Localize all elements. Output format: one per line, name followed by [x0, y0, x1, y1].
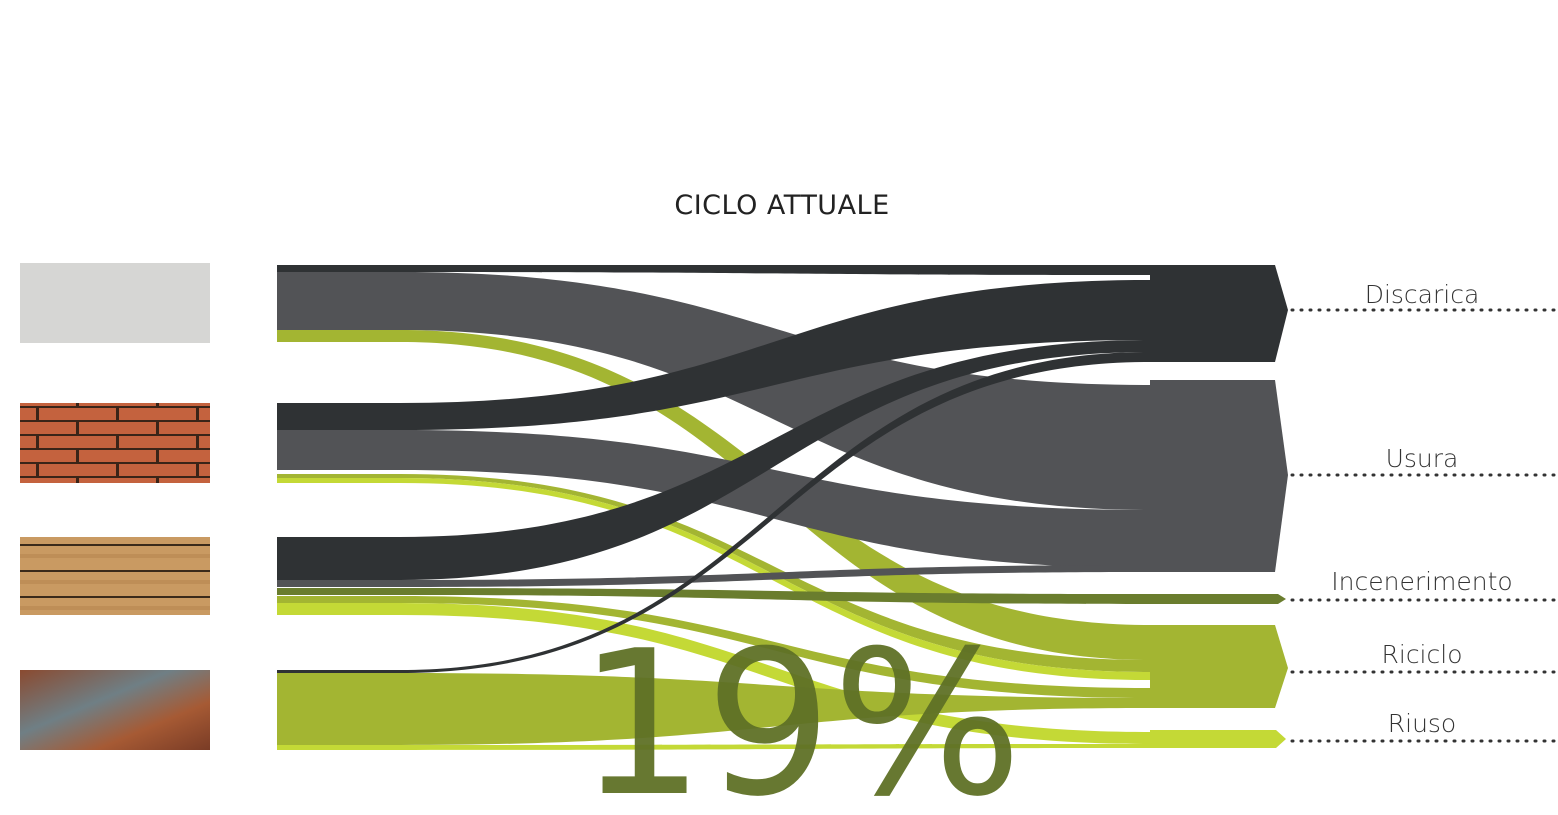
destination-label: Discarica — [1365, 280, 1480, 309]
dest-bar — [1150, 730, 1286, 748]
diagram-title: CICLO ATTUALE — [674, 190, 889, 221]
wood-swatch — [20, 537, 210, 615]
destination-label: Riuso — [1388, 709, 1456, 738]
highlight-percent: 19% — [578, 608, 1023, 815]
flow-band — [277, 603, 1150, 744]
concrete-swatch — [20, 263, 210, 343]
flow-band — [277, 565, 1150, 587]
destination-label: Riciclo — [1382, 640, 1463, 669]
flow-band — [277, 340, 1150, 580]
flow-band — [277, 280, 1150, 430]
flow-band — [277, 673, 1150, 745]
dest-bar — [1150, 265, 1288, 362]
leader-lines — [1290, 308, 1558, 743]
flow-band — [277, 330, 1150, 660]
flow-band — [277, 588, 1150, 604]
destination-label: Incenerimento — [1331, 567, 1512, 596]
brick-swatch — [20, 403, 210, 483]
dest-bar — [1150, 380, 1288, 572]
flow-band — [277, 744, 1150, 750]
flow-band — [277, 596, 1150, 698]
dest-bar — [1150, 625, 1288, 708]
metal-swatch — [20, 670, 210, 750]
flow-band — [277, 265, 1150, 275]
destination-label: Usura — [1386, 444, 1459, 473]
dest-bar — [1150, 594, 1286, 604]
flows — [277, 265, 1150, 750]
